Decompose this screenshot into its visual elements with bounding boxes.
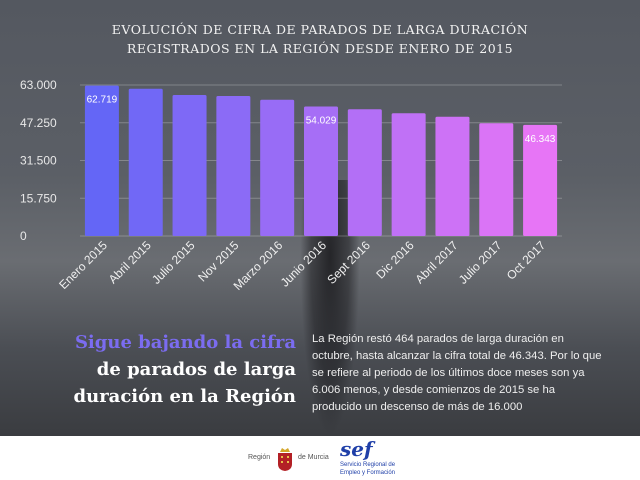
y-tick-label: 0 — [20, 229, 27, 243]
x-tick-label: Dic 2016 — [373, 238, 417, 282]
bar — [391, 113, 426, 236]
bar — [128, 88, 163, 236]
headline-line-3: duración en la Región — [73, 386, 296, 407]
y-tick-label: 63.000 — [20, 78, 57, 92]
bar — [479, 123, 514, 236]
x-tick-label: Julio 2017 — [456, 238, 505, 287]
data-label: 54.029 — [306, 116, 337, 127]
x-tick-label: Abril 2015 — [106, 238, 154, 286]
bar — [435, 116, 470, 236]
title-line-1: EVOLUCIÓN DE CIFRA DE PARADOS DE LARGA D… — [111, 22, 529, 37]
bar — [172, 94, 207, 237]
x-tick-label: Abril 2017 — [412, 238, 460, 286]
bar-chart: 0 15.750 31.500 47.250 63.000 62.719 Enero 201… — [20, 78, 558, 293]
logos-footer: Región de Murcia sef Servicio Regional d… — [0, 436, 640, 480]
region-logo-text-right: de Murcia — [298, 454, 329, 461]
bar — [216, 96, 251, 236]
sef-subtitle-2: Empleo y Formación — [340, 470, 396, 476]
bar — [347, 109, 382, 236]
region-logo-text-left: Región — [248, 454, 271, 461]
sef-logo: sef Servicio Regional de Empleo y Formac… — [340, 437, 395, 477]
x-tick-label: Nov 2015 — [195, 238, 241, 284]
data-label: 46.343 — [525, 134, 556, 145]
x-tick-label: Oct 2017 — [504, 238, 549, 283]
bar — [84, 85, 119, 236]
bar — [523, 124, 558, 236]
chart-title: EVOLUCIÓN DE CIFRA DE PARADOS DE LARGA D… — [0, 20, 640, 58]
data-label: 62.719 — [87, 95, 118, 106]
bar — [260, 99, 295, 237]
headline-line-2: de parados de larga — [96, 359, 296, 380]
region-murcia-shield-logo — [278, 448, 292, 471]
x-tick-label: Julio 2015 — [149, 238, 198, 287]
sef-logo-mark: sef — [340, 437, 373, 461]
x-tick-label: Sept 2016 — [324, 238, 373, 287]
bar — [304, 106, 338, 236]
headline: Sigue bajando la cifra de parados de lar… — [20, 329, 296, 410]
y-tick-label: 15.750 — [20, 191, 57, 205]
body-text: La Región restó 464 parados de larga dur… — [312, 333, 602, 413]
headline-line-1: Sigue bajando la cifra — [74, 332, 296, 353]
title-line-2: REGISTRADOS EN LA REGIÓN DESDE ENERO DE … — [126, 41, 514, 56]
x-tick-label: Enero 2015 — [56, 238, 110, 292]
x-tick-label: Junio 2016 — [278, 238, 330, 290]
y-tick-label: 31.500 — [20, 154, 57, 168]
y-tick-label: 47.250 — [20, 116, 57, 130]
sef-subtitle-1: Servicio Regional de — [340, 462, 396, 468]
